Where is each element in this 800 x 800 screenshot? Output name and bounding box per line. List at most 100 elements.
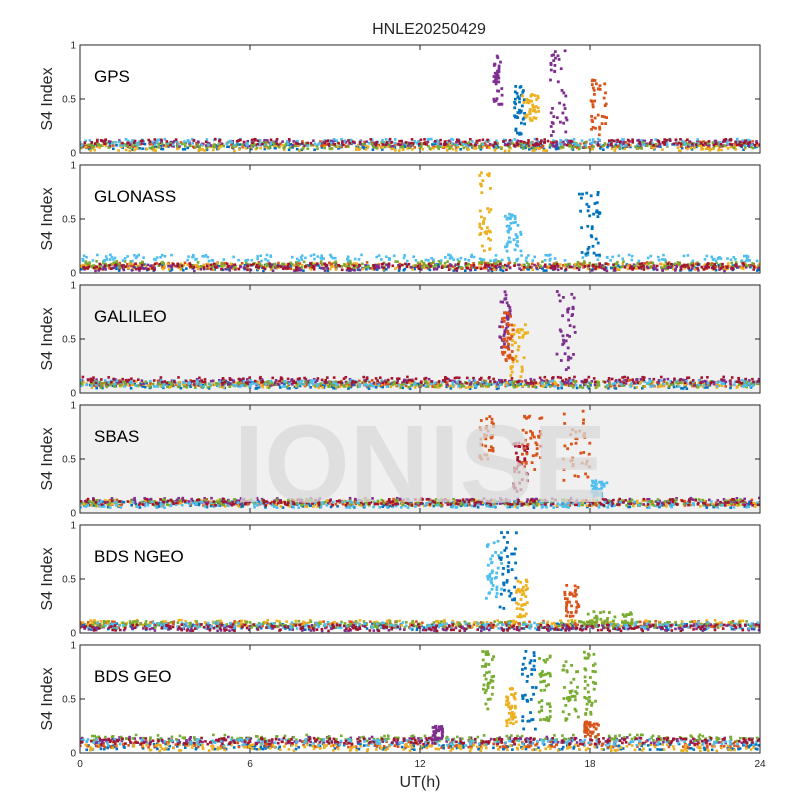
data-point: [129, 386, 133, 390]
data-point: [660, 266, 663, 269]
data-point: [167, 264, 170, 268]
data-point: [654, 267, 657, 270]
data-point: [585, 191, 589, 195]
data-point: [283, 383, 286, 386]
data-point: [237, 267, 241, 271]
data-point: [566, 310, 570, 314]
data-point: [166, 143, 169, 147]
data-point: [128, 143, 132, 146]
data-point: [432, 260, 435, 263]
data-point: [414, 259, 418, 262]
data-point: [371, 138, 374, 142]
data-point: [324, 378, 327, 382]
data-point: [593, 79, 597, 82]
data-point: [529, 377, 533, 381]
data-point: [98, 267, 102, 270]
data-point: [237, 377, 241, 381]
data-point: [303, 144, 306, 147]
data-point: [567, 379, 570, 383]
data-point: [304, 377, 308, 381]
data-point: [469, 268, 473, 272]
data-point: [663, 265, 667, 269]
data-point: [194, 258, 197, 261]
data-point: [289, 143, 292, 146]
data-point: [523, 264, 526, 268]
data-point: [519, 233, 523, 236]
data-point: [457, 385, 461, 388]
data-point: [572, 380, 575, 383]
data-point: [492, 80, 496, 83]
data-point: [202, 385, 205, 388]
data-point: [455, 138, 459, 141]
data-point: [680, 381, 683, 385]
data-point: [281, 506, 285, 509]
data-point: [622, 381, 626, 385]
data-point: [481, 384, 485, 388]
data-point: [584, 141, 588, 144]
data-point: [636, 381, 640, 384]
data-point: [452, 265, 455, 268]
data-point: [503, 342, 506, 346]
data-point: [602, 267, 606, 271]
data-point: [553, 385, 557, 388]
data-point: [96, 138, 99, 142]
data-point: [583, 265, 586, 268]
data-point: [385, 144, 388, 148]
data-point: [166, 141, 170, 145]
data-point: [147, 268, 150, 271]
data-point: [472, 376, 475, 380]
data-point: [340, 268, 344, 272]
data-point: [224, 267, 227, 271]
data-point: [105, 257, 109, 261]
data-point: [109, 140, 112, 144]
data-point: [435, 267, 439, 271]
data-point: [511, 358, 515, 361]
data-point: [380, 383, 383, 386]
data-point: [631, 268, 634, 271]
data-point: [614, 380, 618, 384]
data-point: [80, 384, 83, 388]
data-point: [194, 264, 198, 267]
data-point: [524, 114, 528, 118]
data-point: [398, 267, 401, 270]
data-point: [513, 106, 517, 110]
data-point: [626, 138, 630, 142]
data-point: [724, 138, 728, 141]
data-point: [254, 143, 258, 147]
data-point: [659, 379, 663, 382]
data-point: [589, 381, 592, 385]
data-point: [375, 140, 379, 144]
data-point: [137, 253, 140, 257]
data-point: [430, 137, 433, 141]
data-point: [265, 253, 269, 257]
data-point: [507, 312, 510, 315]
data-point: [301, 147, 305, 150]
data-point: [596, 141, 599, 144]
data-point: [629, 144, 632, 147]
data-point: [650, 139, 653, 142]
data-point: [447, 268, 451, 271]
data-point: [586, 251, 590, 255]
data-point: [320, 266, 323, 270]
data-point: [539, 142, 542, 145]
data-point: [493, 261, 496, 264]
data-point: [89, 264, 93, 268]
data-point: [266, 264, 269, 268]
data-point: [631, 380, 635, 383]
data-point: [494, 385, 498, 388]
data-point: [390, 140, 394, 144]
data-point: [385, 385, 389, 388]
data-point: [638, 382, 641, 385]
data-point: [511, 142, 515, 145]
data-point: [714, 259, 718, 263]
data-point: [578, 192, 581, 196]
data-point: [205, 138, 209, 141]
data-point: [723, 379, 726, 382]
data-point: [579, 209, 582, 213]
data-point: [649, 254, 653, 258]
data-point: [80, 146, 83, 150]
data-point: [268, 262, 271, 265]
data-point: [432, 265, 435, 268]
data-point: [506, 384, 509, 387]
data-points: [80, 290, 760, 390]
